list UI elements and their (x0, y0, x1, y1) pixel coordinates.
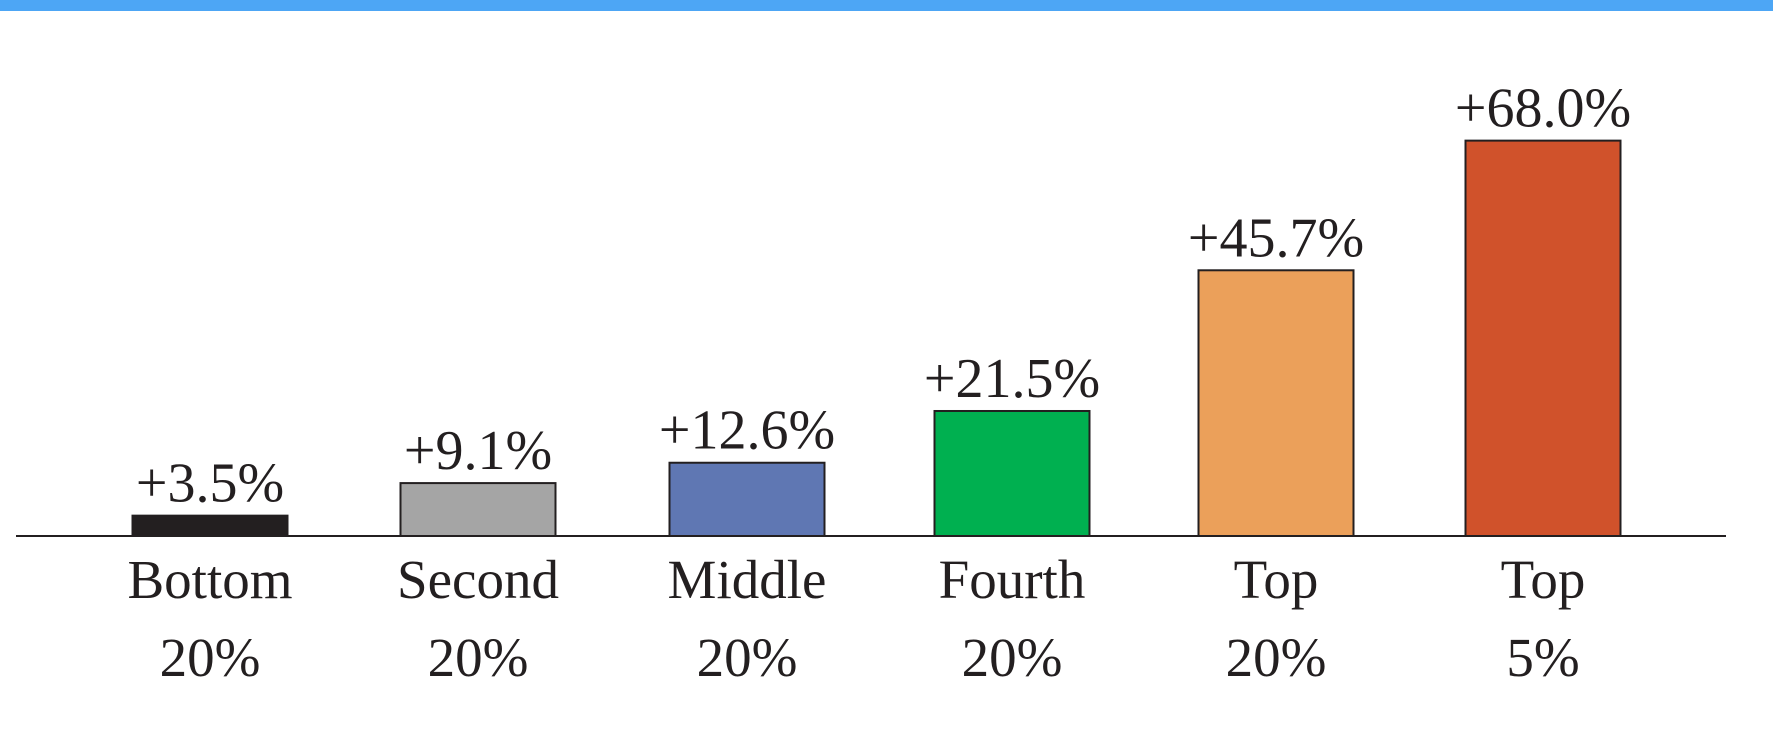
bar (933, 409, 1091, 537)
category-label: 20% (1226, 627, 1327, 688)
category-label: 5% (1506, 627, 1579, 688)
value-label: +68.0% (1455, 78, 1631, 140)
category-label: Fourth (939, 549, 1086, 610)
category-label: Bottom (127, 549, 292, 610)
value-label: +9.1% (404, 420, 552, 482)
bar (1197, 269, 1355, 537)
bar (668, 461, 826, 537)
category-label: 20% (428, 627, 529, 688)
category-label: 20% (697, 627, 798, 688)
category-label: Top (1234, 549, 1319, 610)
category-label: Top (1501, 549, 1586, 610)
bar (1464, 139, 1622, 537)
value-label: +21.5% (924, 348, 1100, 410)
value-label: +12.6% (659, 400, 835, 462)
top-bar (0, 0, 1773, 11)
value-label: +3.5% (136, 453, 284, 515)
bar (399, 482, 557, 537)
category-label: Middle (668, 549, 827, 610)
category-label: 20% (962, 627, 1063, 688)
bar (131, 514, 289, 538)
category-label: 20% (160, 627, 261, 688)
value-label: +45.7% (1188, 207, 1364, 269)
category-label: Second (397, 549, 559, 610)
